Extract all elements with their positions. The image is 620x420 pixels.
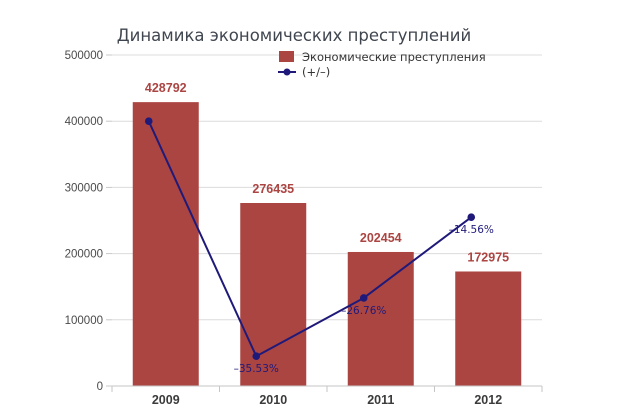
bar-value-label: 276435 — [252, 182, 294, 196]
y-tick-label: 500000 — [65, 50, 103, 62]
line-point — [144, 117, 153, 125]
bar — [132, 102, 199, 386]
bar-value-label: 428792 — [145, 81, 187, 95]
y-tick-label: 200000 — [65, 249, 103, 261]
line-point — [252, 352, 261, 361]
line-point — [467, 213, 476, 221]
line-value-label: –14.56% — [449, 224, 494, 236]
bar — [347, 251, 414, 386]
x-tick-label: 2010 — [259, 393, 287, 407]
bar-value-label: 172975 — [467, 250, 509, 264]
y-axis-ticks: 0 100000 200000 300000 400000 500000 — [65, 50, 112, 393]
y-tick-label: 0 — [97, 381, 103, 393]
legend-line-label: (+/–) — [302, 65, 330, 79]
line-point — [359, 294, 368, 302]
x-tick-label: 2009 — [152, 393, 180, 407]
y-tick-label: 100000 — [65, 315, 103, 327]
bar — [240, 203, 307, 386]
legend-bar-swatch — [279, 51, 294, 62]
y-tick-label: 400000 — [65, 116, 103, 128]
line-series — [144, 117, 476, 361]
legend: Экономические преступления (+/–) — [278, 50, 486, 79]
legend-line-marker — [283, 68, 291, 76]
x-tick-label: 2012 — [474, 393, 502, 407]
line-value-label: –26.76% — [341, 305, 386, 317]
x-tick-label: 2011 — [367, 393, 394, 407]
chart-title: Динамика экономических преступлений — [117, 26, 471, 45]
bar — [455, 271, 522, 386]
y-tick-label: 300000 — [65, 182, 103, 194]
line-path — [147, 120, 472, 358]
line-value-labels: –35.53% –26.76% –14.56% — [234, 224, 494, 375]
x-axis-ticks: 2009 2010 2011 2012 — [152, 393, 502, 407]
bar-value-label: 202454 — [360, 231, 402, 245]
bar-value-labels: 428792 276435 202454 172975 — [145, 81, 509, 264]
bar-series — [132, 102, 522, 386]
legend-bar-label: Экономические преступления — [302, 50, 486, 64]
line-value-label: –35.53% — [234, 363, 279, 375]
x-axis — [111, 385, 543, 392]
